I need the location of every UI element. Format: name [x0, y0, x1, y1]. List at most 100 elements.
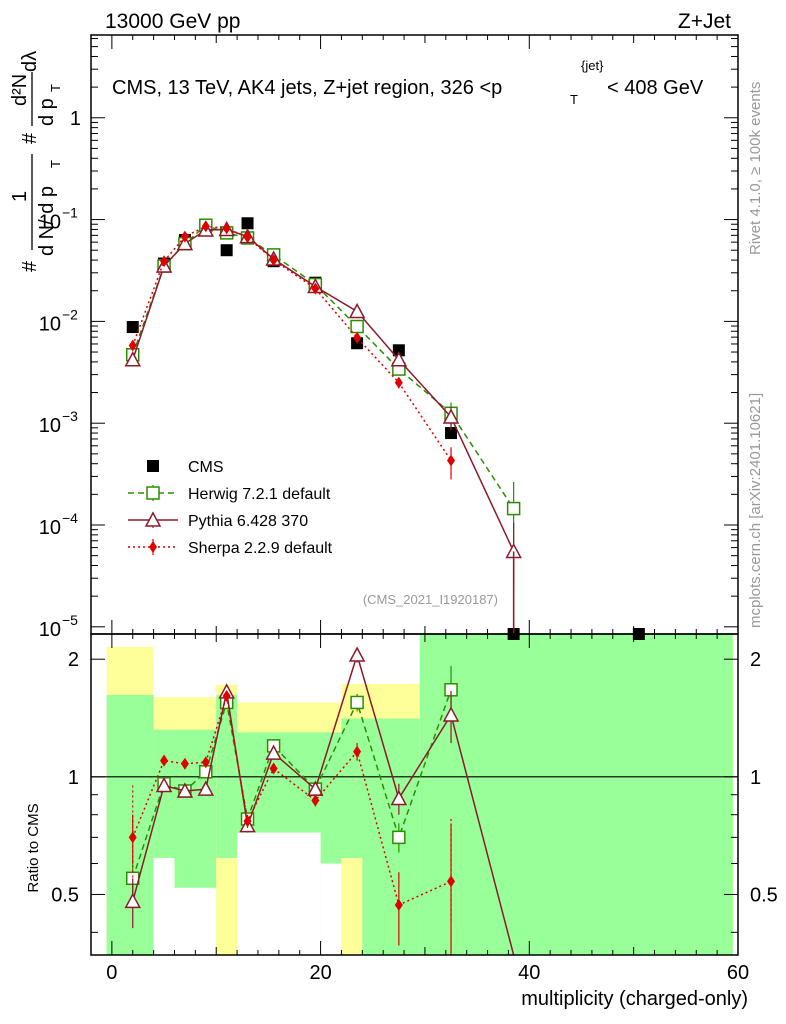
ratio-y-tick-label-left: 1	[68, 767, 79, 789]
ratio-point	[269, 762, 278, 775]
ratio-point	[392, 830, 406, 845]
legend-label: Sherpa 2.2.9 default	[188, 540, 333, 557]
header-left: 13000 GeV pp	[105, 10, 240, 33]
x-tick-label: 0	[106, 962, 117, 984]
ratio-panel-series	[124, 646, 515, 956]
y-tick-exponent: −1	[62, 205, 78, 221]
series-herwig	[125, 218, 521, 587]
x-tick-label: 20	[309, 962, 331, 984]
data-point	[447, 454, 456, 467]
data-point	[390, 351, 408, 367]
ratio-point	[447, 875, 456, 888]
rivet-label: Rivet 4.1.0, ≥ 100k events	[747, 82, 764, 255]
ratio-point	[442, 706, 460, 722]
ratio-y-tick-label-right: 2	[750, 649, 761, 671]
y-tick-exponent: −2	[62, 306, 78, 322]
plot-title-sup: {jet}	[581, 58, 604, 73]
data-point	[128, 339, 137, 352]
y-tick-label: 10 −2	[39, 306, 78, 335]
y-tick-mantissa: 10	[39, 619, 61, 641]
top-panel-series	[124, 217, 645, 640]
data-point	[176, 235, 194, 251]
y-axis-label: # 1 d N/ d p T # d²N d p T dλ	[9, 51, 63, 272]
data-point	[506, 501, 521, 516]
ratio-y-tick-label-right: 1	[750, 767, 761, 789]
y-tick-exponent: −3	[62, 408, 78, 424]
series-line	[132, 228, 515, 552]
ratio-y-tick-label-left: 2	[68, 649, 79, 671]
legend-marker	[149, 541, 157, 553]
ratio-point	[201, 756, 210, 769]
yellow-band	[216, 857, 238, 955]
x-tick-label: 40	[518, 962, 540, 984]
series-line	[132, 224, 515, 509]
legend-marker	[146, 486, 160, 500]
x-tick-label: 60	[727, 962, 749, 984]
data-point	[126, 321, 139, 334]
legend-marker	[147, 460, 159, 472]
svg-text:#: #	[19, 260, 41, 272]
ratio-point	[222, 690, 231, 703]
y-tick-mantissa: 1	[70, 108, 81, 130]
svg-text:T: T	[48, 84, 63, 92]
data-point	[392, 344, 405, 357]
plot-title: CMS, 13 TeV, AK4 jets, Z+jet region, 326…	[112, 77, 502, 99]
data-point	[311, 282, 320, 295]
data-point	[241, 217, 254, 230]
y-tick-label: 10 −5	[39, 612, 78, 641]
data-point	[243, 231, 252, 244]
band-gap	[320, 863, 342, 955]
data-point	[445, 427, 458, 440]
series-sherpa	[128, 220, 456, 480]
ratio-point	[353, 745, 362, 758]
svg-text:d²N: d²N	[9, 74, 31, 106]
legend-entry: Pythia 6.428 370	[128, 511, 308, 530]
ratio-point	[350, 695, 364, 710]
band-gap	[174, 887, 217, 955]
legend-marker	[144, 511, 162, 527]
data-point	[394, 376, 403, 389]
ratio-point	[197, 780, 215, 796]
legend-entry: Herwig 7.2.1 default	[128, 485, 331, 503]
data-point	[220, 244, 233, 257]
ratio-series-pythia	[124, 646, 515, 956]
ratio-point	[160, 754, 169, 767]
svg-text:d N/ d p: d N/ d p	[36, 186, 58, 256]
data-point	[269, 254, 278, 267]
ratio-point	[348, 646, 366, 662]
green-band	[419, 634, 733, 955]
ratio-point	[155, 776, 173, 793]
legend: CMS Herwig 7.2.1 default Pythia 6.428 370 S…	[128, 459, 333, 557]
legend-label: Pythia 6.428 370	[188, 513, 308, 530]
y-tick-mantissa: 10	[39, 517, 61, 539]
y-tick-label: 10 −4	[39, 510, 78, 539]
ratio-point	[390, 789, 408, 806]
data-point	[124, 351, 141, 367]
plot-title-tail: < 408 GeV	[607, 77, 704, 99]
legend-entry: CMS	[147, 459, 224, 476]
ratio-point	[243, 815, 252, 828]
data-point	[348, 302, 366, 319]
ratio-point	[265, 744, 282, 760]
y-tick-label: 1	[70, 108, 81, 130]
ratio-y-tick-label-left: 0.5	[51, 884, 79, 906]
y-tick-mantissa: 10	[39, 212, 61, 234]
data-point	[201, 220, 210, 233]
green-band	[106, 694, 154, 955]
green-band	[362, 837, 420, 955]
legend-entry: Sherpa 2.2.9 default	[128, 539, 333, 557]
ratio-point	[311, 794, 320, 807]
data-point	[180, 230, 189, 243]
svg-text:1: 1	[9, 191, 31, 202]
svg-text:dλ: dλ	[19, 51, 41, 72]
data-point	[350, 319, 364, 334]
y-tick-label: 10 −3	[39, 408, 78, 437]
ratio-series-sherpa	[128, 690, 456, 955]
plot-title-sub: T	[570, 92, 578, 107]
ratio-y-tick-label-right: 0.5	[750, 884, 778, 906]
y-tick-exponent: −4	[62, 510, 78, 526]
svg-text:#: #	[19, 132, 41, 144]
ratio-point	[394, 898, 403, 911]
